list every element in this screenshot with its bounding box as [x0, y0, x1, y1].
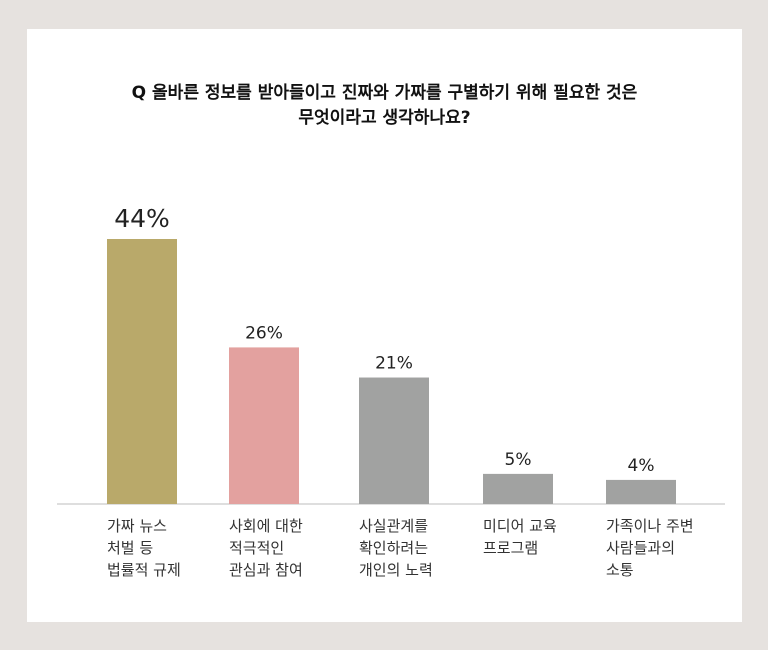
value-label-0: 44% — [114, 204, 170, 233]
bar-2 — [359, 377, 429, 504]
x-tick-label-2: 사실관계를 확인하려는 개인의 노력 — [359, 517, 433, 579]
bar-1 — [229, 347, 299, 504]
bar-4 — [606, 479, 676, 504]
value-label-2: 21% — [375, 354, 413, 374]
x-tick-label-1: 사회에 대한 적극적인 관심과 참여 — [229, 517, 303, 579]
bar-3 — [483, 473, 553, 504]
chart-title-line-2: 무엇이라고 생각하나요? — [298, 108, 471, 128]
x-tick-label-3: 미디어 교육 프로그램 — [483, 517, 557, 557]
chart-title: Q 올바른 정보를 받아들이고 진짜와 가짜를 구별하기 위해 필요한 것은 무… — [27, 81, 742, 131]
value-label-4: 4% — [628, 456, 655, 476]
chart-title-line-1: Q 올바른 정보를 받아들이고 진짜와 가짜를 구별하기 위해 필요한 것은 — [131, 83, 638, 103]
x-tick-label-0: 가짜 뉴스 처벌 등 법률적 규제 — [107, 517, 181, 579]
chart-card: Q 올바른 정보를 받아들이고 진짜와 가짜를 구별하기 위해 필요한 것은 무… — [27, 29, 742, 622]
x-tick-label-4: 가족이나 주변 사람들과의 소통 — [606, 517, 694, 579]
value-label-3: 5% — [505, 450, 532, 470]
value-label-1: 26% — [245, 323, 283, 343]
bar-0 — [107, 239, 177, 504]
bar-chart: 44% 26% 21% 5% 4% — [57, 204, 725, 505]
